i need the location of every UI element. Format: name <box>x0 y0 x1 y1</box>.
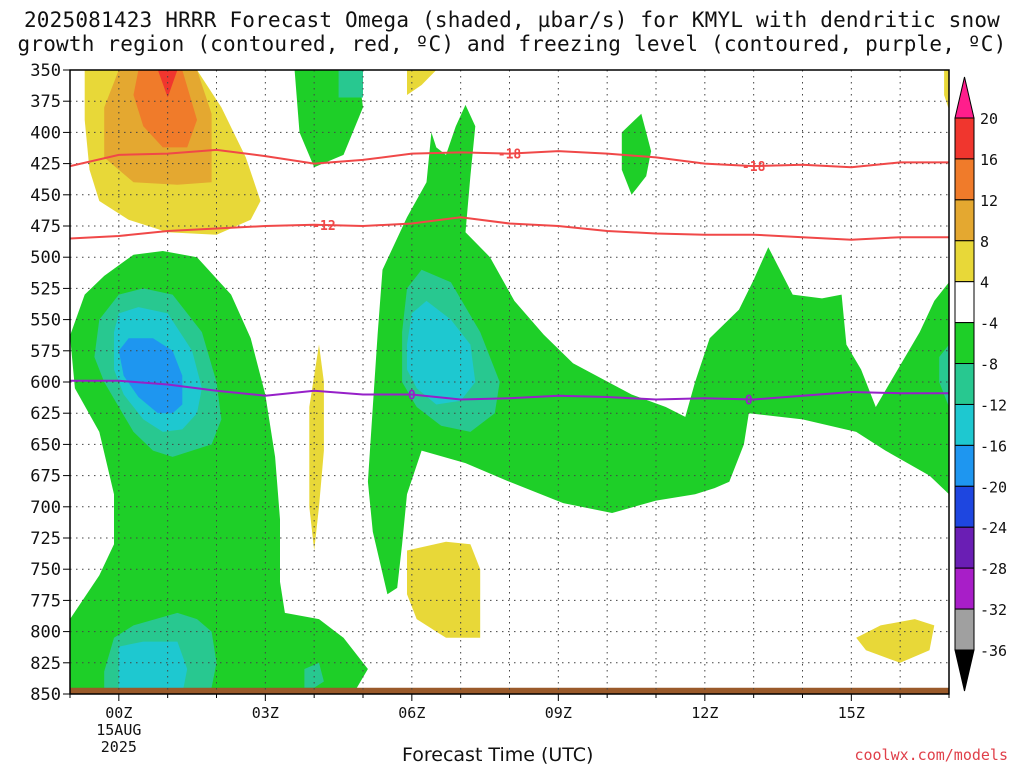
colorbar-label: -24 <box>980 519 1007 537</box>
colorbar-label: -32 <box>980 601 1007 619</box>
omega-region-21 <box>118 641 188 694</box>
colorbar-swatch <box>954 526 975 569</box>
colorbar-label: -16 <box>980 437 1007 455</box>
omega-region-6 <box>309 344 324 551</box>
colorbar-label: 20 <box>980 110 998 128</box>
omega-region-7 <box>407 541 481 638</box>
colorbar-swatch <box>954 117 975 160</box>
omega-region-2 <box>133 70 197 148</box>
y-tick-label: 700 <box>30 498 61 518</box>
colorbar-swatch <box>954 158 975 201</box>
contour-label: -12 <box>312 219 335 234</box>
colorbar-bottom-triangle <box>954 649 975 692</box>
omega-region-4 <box>407 70 437 95</box>
contour-line-0 <box>70 148 949 169</box>
omega-region-12 <box>367 104 949 595</box>
colorbar-top-triangle <box>954 76 975 119</box>
chart-title-line1: 2025081423 HRRR Forecast Omega (shaded, … <box>23 8 1001 32</box>
chart-title-line2: growth region (contoured, red, ºC) and f… <box>17 32 1007 56</box>
y-tick-label: 600 <box>30 373 61 393</box>
y-tick-label: 450 <box>30 186 61 206</box>
y-tick-label: 575 <box>30 342 61 362</box>
y-tick-label: 475 <box>30 217 61 237</box>
x-tick-label: 09Z <box>545 704 572 722</box>
x-tick-year: 2025 <box>101 738 137 756</box>
colorbar-label: -12 <box>980 396 1007 414</box>
y-tick-label: 400 <box>30 123 61 143</box>
y-tick-label: 850 <box>30 685 61 705</box>
colorbar-swatch <box>954 199 975 242</box>
omega-region-16 <box>338 70 363 98</box>
omega-region-20 <box>407 300 476 405</box>
x-tick-label: 03Z <box>252 704 279 722</box>
y-tick-label: 725 <box>30 529 61 549</box>
y-tick-label: 550 <box>30 311 61 331</box>
omega-region-18 <box>939 344 949 407</box>
colorbar-swatch <box>954 485 975 528</box>
x-tick-date: 15AUG <box>96 721 141 739</box>
colorbar-label: -36 <box>980 642 1007 660</box>
colorbar-label: -28 <box>980 560 1007 578</box>
colorbar-swatch <box>954 567 975 610</box>
y-tick-label: 375 <box>30 92 61 112</box>
colorbar-swatch <box>954 281 975 324</box>
colorbar-swatch <box>954 403 975 446</box>
contour-label: -18 <box>498 148 522 163</box>
colorbar-swatch <box>954 322 975 365</box>
y-tick-label: 525 <box>30 279 61 299</box>
colorbar-label: -4 <box>980 315 998 333</box>
omega-region-17 <box>304 662 324 688</box>
contour-label: 0 <box>408 388 416 403</box>
y-tick-label: 825 <box>30 654 61 674</box>
omega-region-10 <box>621 113 652 195</box>
colorbar-swatch <box>954 363 975 405</box>
watermark: coolwx.com/models <box>854 746 1008 764</box>
x-tick-label: 12Z <box>691 704 718 722</box>
y-tick-label: 800 <box>30 623 61 643</box>
x-tick-label: 06Z <box>398 704 425 722</box>
contour-line-2 <box>70 379 949 401</box>
x-tick-label: 00Z <box>105 704 132 722</box>
y-tick-label: 650 <box>30 435 61 455</box>
y-tick-label: 500 <box>30 248 61 268</box>
contour-label: 0 <box>745 393 753 408</box>
omega-region-8 <box>856 619 935 663</box>
y-tick-label: 675 <box>30 467 61 487</box>
y-tick-label: 775 <box>30 591 61 611</box>
colorbar-label: 16 <box>980 151 998 169</box>
colorbar-swatch <box>954 444 975 487</box>
colorbar-swatch <box>954 240 975 283</box>
contour-label: -18 <box>742 160 766 175</box>
contour-line-1 <box>70 216 949 241</box>
colorbar-label: -8 <box>980 356 998 374</box>
y-tick-label: 750 <box>30 560 61 580</box>
colorbar-label: 4 <box>980 274 989 292</box>
y-tick-label: 350 <box>30 61 61 81</box>
surface-layer <box>70 687 949 694</box>
x-tick-label: 15Z <box>838 704 865 722</box>
colorbar-label: -20 <box>980 478 1007 496</box>
omega-region-5 <box>944 70 949 110</box>
colorbar-label: 8 <box>980 233 989 251</box>
colorbar-swatch <box>954 608 975 651</box>
x-axis-label: Forecast Time (UTC) <box>402 744 594 766</box>
colorbar-label: 12 <box>980 192 998 210</box>
y-tick-label: 625 <box>30 404 61 424</box>
omega-region-22 <box>118 338 183 414</box>
omega-region-3 <box>157 70 178 98</box>
y-tick-label: 425 <box>30 155 61 175</box>
